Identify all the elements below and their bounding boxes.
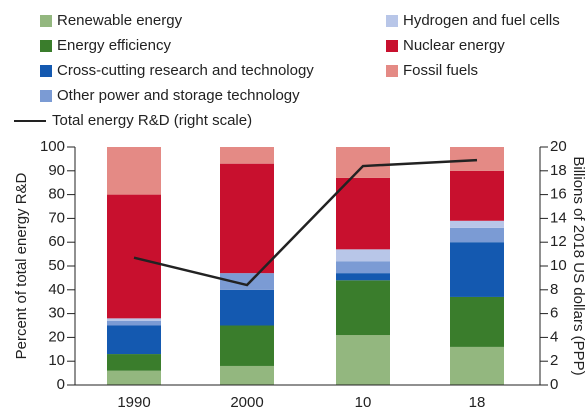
y-tick-label: 80 <box>48 186 65 203</box>
legend-swatch <box>386 65 398 77</box>
x-tick-label: 10 <box>355 394 372 411</box>
bar-segment <box>107 370 161 385</box>
y2-tick-label: 20 <box>550 138 567 155</box>
legend-swatch <box>40 90 52 102</box>
legend-swatch <box>40 65 52 77</box>
y2-tick-label: 18 <box>550 162 567 179</box>
legend-label: Fossil fuels <box>403 62 478 79</box>
y2-tick-label: 0 <box>550 376 558 393</box>
bar-segment <box>450 346 504 385</box>
bar-segment <box>107 147 161 195</box>
bar-segment <box>220 163 274 274</box>
bar-segment <box>336 177 390 250</box>
bar-segment <box>107 320 161 326</box>
legend-label: Hydrogen and fuel cells <box>403 12 560 29</box>
bar-segment <box>336 249 390 262</box>
y2-tick-label: 16 <box>550 186 567 203</box>
x-tick-label: 18 <box>469 394 486 411</box>
bar-segment <box>107 354 161 371</box>
x-tick-label: 1990 <box>117 394 150 411</box>
bar-segment <box>107 325 161 355</box>
legend-label: Cross-cutting research and technology <box>57 62 314 79</box>
legend-swatch <box>386 15 398 27</box>
bar-segment <box>107 318 161 321</box>
y2-tick-label: 10 <box>550 257 567 274</box>
y2-tick-label: 6 <box>550 305 558 322</box>
bar-segment <box>220 147 274 164</box>
y-tick-label: 40 <box>48 281 65 298</box>
y-tick-label: 30 <box>48 305 65 322</box>
legend-label: Renewable energy <box>57 12 183 29</box>
y2-tick-label: 12 <box>550 233 567 250</box>
y-axis-label: Percent of total energy R&D <box>13 172 30 359</box>
bar-segment <box>336 273 390 281</box>
bar-segment <box>220 365 274 385</box>
y2-tick-label: 8 <box>550 281 558 298</box>
bar-segment <box>220 273 274 290</box>
y-tick-label: 0 <box>57 376 65 393</box>
bar-segment <box>450 296 504 347</box>
legend-label: Other power and storage technology <box>57 87 300 104</box>
y-tick-label: 100 <box>40 138 65 155</box>
legend-swatch <box>386 40 398 52</box>
legend-label: Nuclear energy <box>403 37 505 54</box>
bar-segment <box>220 325 274 366</box>
legend-swatch <box>40 40 52 52</box>
bar-segment <box>450 227 504 243</box>
x-tick-label: 2000 <box>230 394 263 411</box>
y2-tick-label: 14 <box>550 209 567 226</box>
bar-segment <box>450 147 504 171</box>
legend-swatch <box>40 15 52 27</box>
y2-tick-label: 4 <box>550 328 558 345</box>
legend-label: Energy efficiency <box>57 37 171 54</box>
legend-label: Total energy R&D (right scale) <box>52 112 252 129</box>
y-tick-label: 10 <box>48 352 65 369</box>
y2-axis-label: Billions of 2018 US dollars (PPP) <box>570 156 587 375</box>
y-tick-label: 70 <box>48 209 65 226</box>
y-tick-label: 90 <box>48 162 65 179</box>
bar-segment <box>450 242 504 297</box>
y-tick-label: 20 <box>48 328 65 345</box>
bar-segment <box>450 220 504 228</box>
y-tick-label: 60 <box>48 233 65 250</box>
bar-segment <box>220 289 274 326</box>
bar-segment <box>336 147 390 178</box>
bar-segment <box>336 335 390 385</box>
bar-segment <box>336 280 390 336</box>
bar-segment <box>450 170 504 221</box>
bar-segment <box>107 194 161 319</box>
y2-tick-label: 2 <box>550 352 558 369</box>
y-tick-label: 50 <box>48 257 65 274</box>
bar-segment <box>336 261 390 274</box>
total-line <box>133 158 478 287</box>
